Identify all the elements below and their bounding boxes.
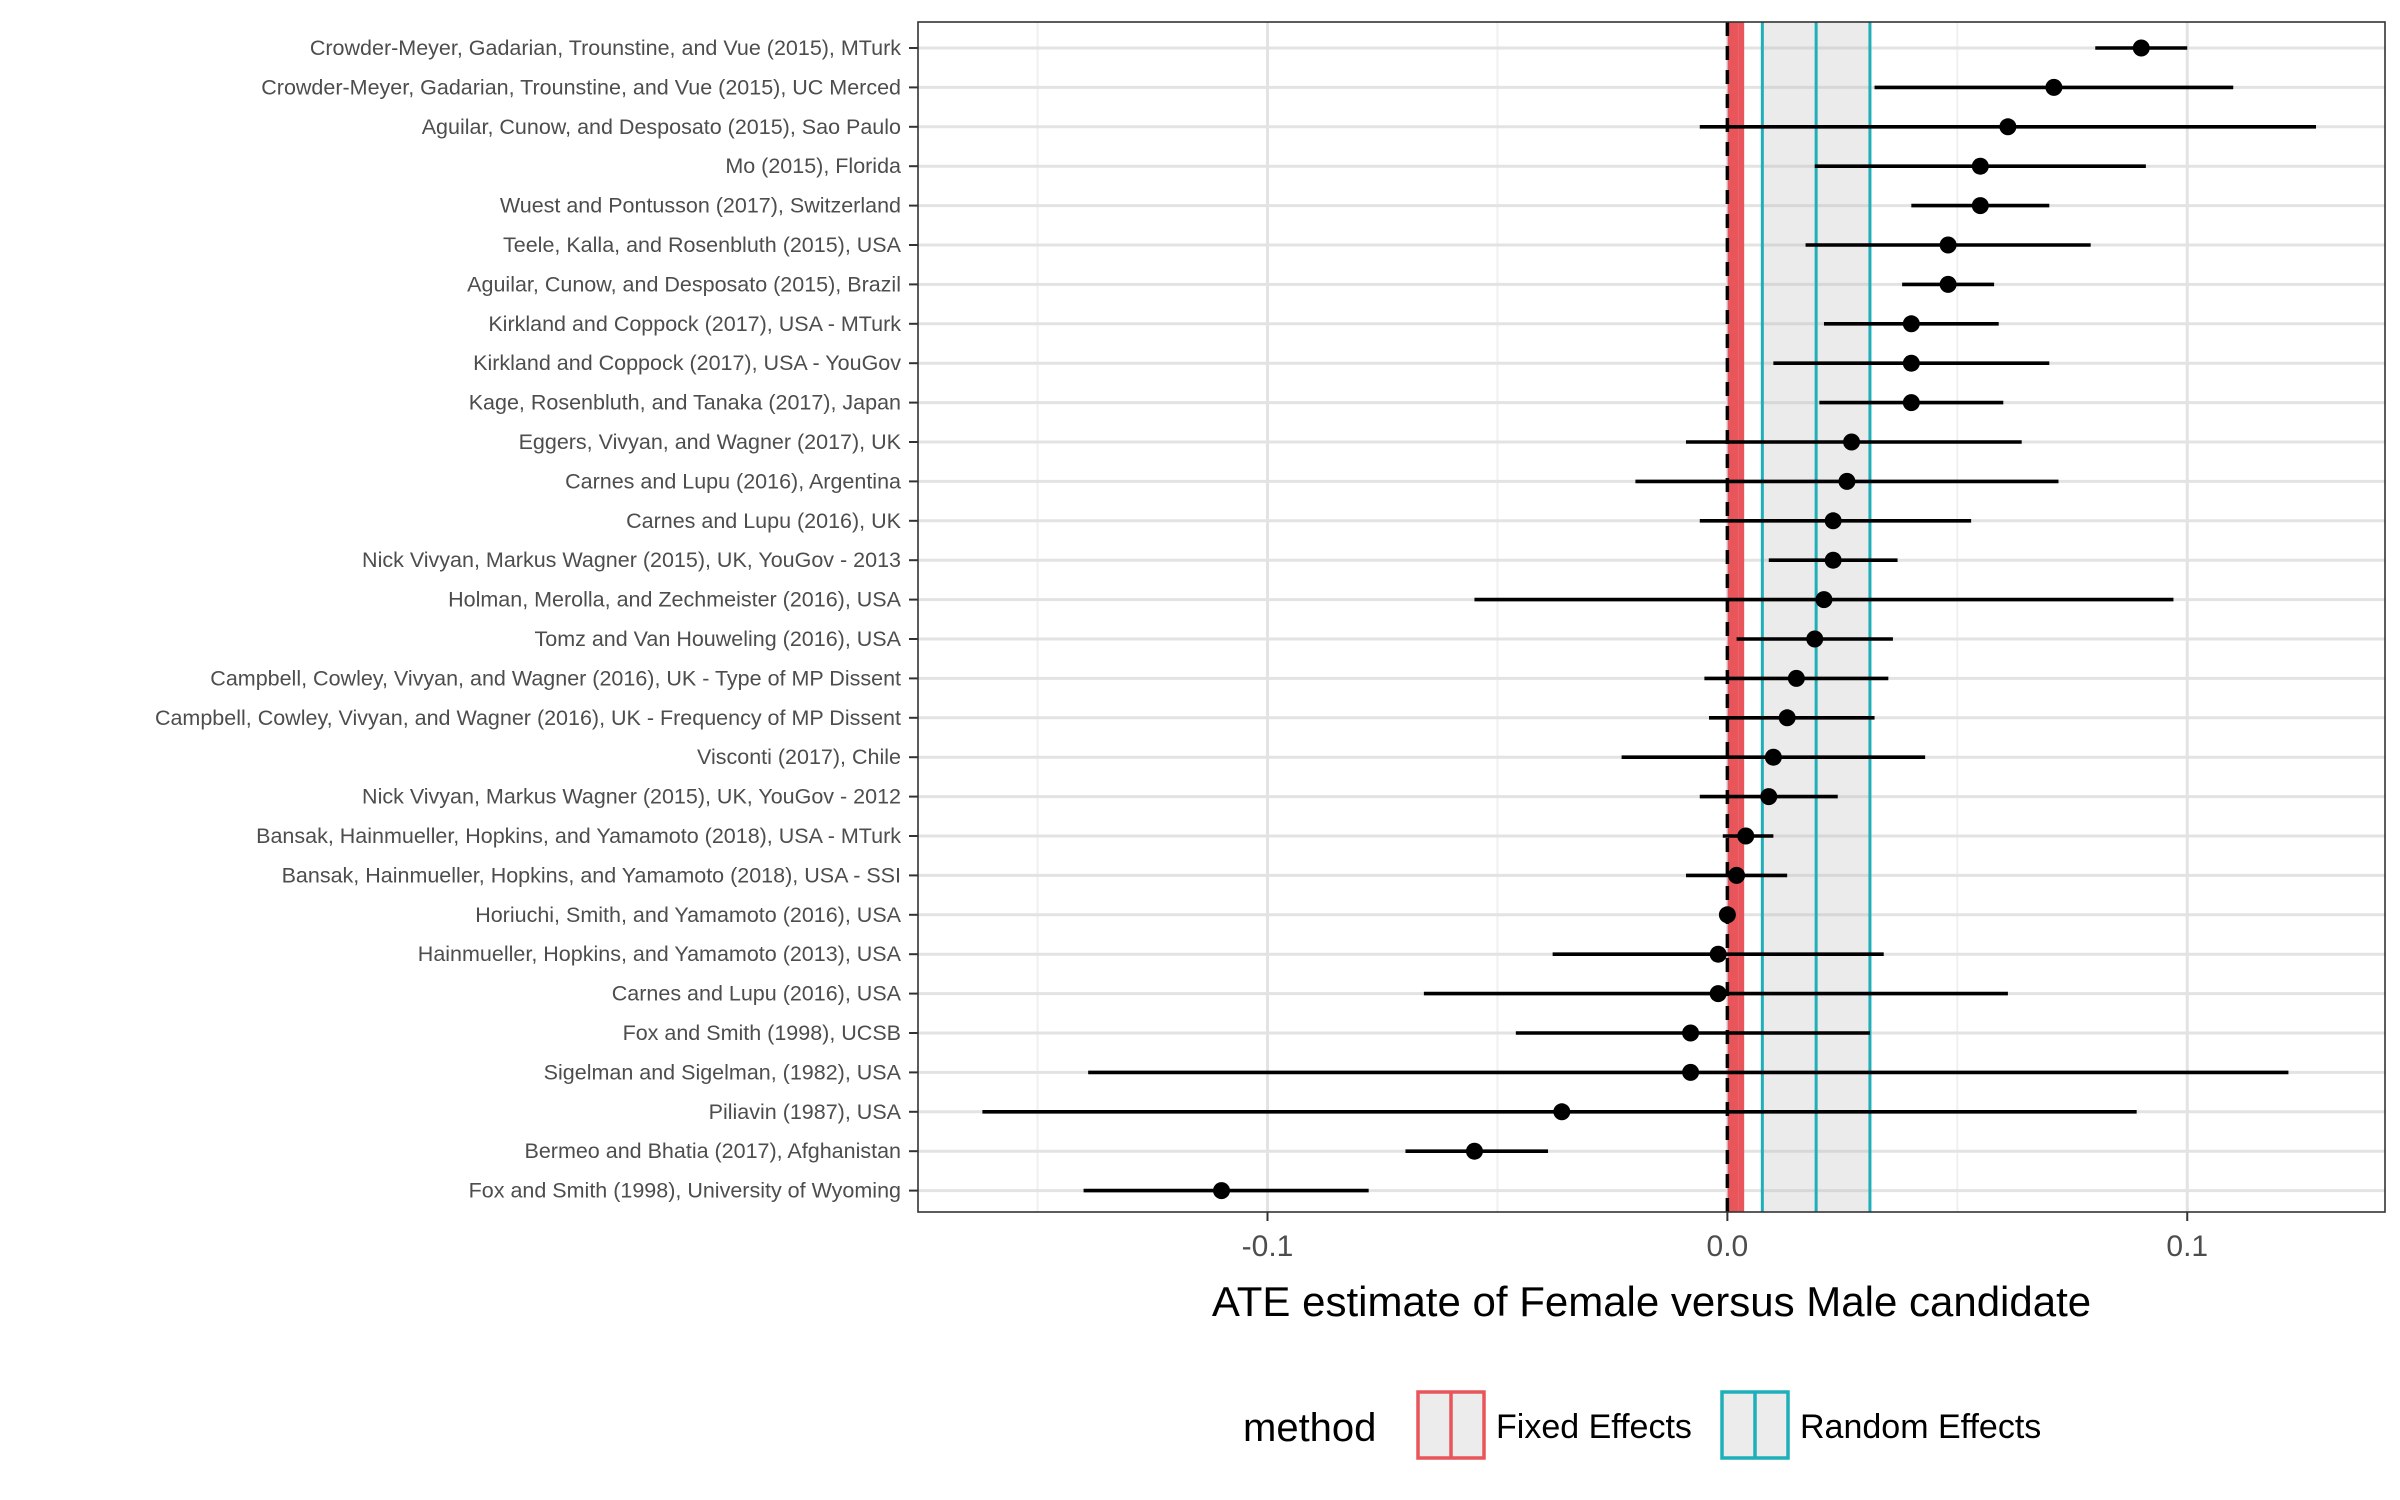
study-label: Aguilar, Cunow, and Desposato (2015), Br… — [467, 272, 901, 296]
study-label: Crowder-Meyer, Gadarian, Trounstine, and… — [310, 36, 901, 60]
study-label: Eggers, Vivyan, and Wagner (2017), UK — [519, 430, 902, 454]
legend-item: Fixed Effects — [1416, 1390, 1692, 1460]
study-label: Kirkland and Coppock (2017), USA - YouGo… — [473, 351, 901, 375]
study-point — [1902, 315, 1920, 333]
study-point — [1824, 512, 1842, 530]
study-label: Horiuchi, Smith, and Yamamoto (2016), US… — [475, 903, 901, 927]
study-point — [1824, 551, 1842, 569]
study-label: Fox and Smith (1998), UCSB — [623, 1021, 901, 1045]
study-label: Visconti (2017), Chile — [697, 745, 901, 769]
study-label: Wuest and Pontusson (2017), Switzerland — [500, 194, 901, 218]
study-point — [1939, 236, 1957, 254]
study-point — [1764, 748, 1782, 766]
x-tick-label: 0.1 — [2166, 1230, 2208, 1263]
study-point — [1709, 985, 1727, 1003]
pooled-estimates-layer — [1725, 22, 1872, 1212]
legend-items: Fixed Effects Random Effects — [1416, 1390, 2041, 1460]
study-label: Nick Vivyan, Markus Wagner (2015), UK, Y… — [362, 785, 901, 809]
study-point — [1737, 827, 1755, 845]
study-label: Carnes and Lupu (2016), UK — [626, 509, 902, 533]
study-point — [1728, 866, 1746, 884]
study-label: Holman, Merolla, and Zechmeister (2016),… — [448, 588, 902, 612]
study-point — [1939, 275, 1957, 293]
study-point — [1843, 433, 1861, 451]
legend: method Fixed Effects Random Effects — [1243, 1390, 2041, 1460]
study-label: Mo (2015), Florida — [725, 154, 901, 178]
study-label: Fox and Smith (1998), University of Wyom… — [469, 1179, 901, 1203]
study-label: Bermeo and Bhatia (2017), Afghanistan — [524, 1139, 901, 1163]
study-point — [1971, 157, 1989, 175]
x-axis-ticks: -0.1 0.0 0.1 — [1242, 1212, 2208, 1263]
study-labels: Crowder-Meyer, Gadarian, Trounstine, and… — [155, 36, 918, 1203]
study-point — [1682, 1024, 1700, 1042]
study-label: Bansak, Hainmueller, Hopkins, and Yamamo… — [282, 863, 901, 887]
study-point — [2045, 78, 2063, 96]
x-tick-label: -0.1 — [1242, 1230, 1294, 1263]
study-point — [1999, 118, 2017, 136]
grid-layer — [918, 22, 2385, 1212]
legend-item: Random Effects — [1720, 1390, 2041, 1460]
study-point — [1213, 1182, 1231, 1200]
x-tick-label: 0.0 — [1707, 1230, 1749, 1263]
study-label: Aguilar, Cunow, and Desposato (2015), Sa… — [422, 115, 901, 139]
study-label: Bansak, Hainmueller, Hopkins, and Yamamo… — [256, 824, 901, 848]
study-estimates-layer — [982, 39, 2317, 1200]
study-label: Crowder-Meyer, Gadarian, Trounstine, and… — [261, 75, 901, 99]
study-label: Piliavin (1987), USA — [709, 1100, 902, 1124]
legend-title: method — [1243, 1406, 1376, 1450]
study-point — [1971, 197, 1989, 215]
study-point — [1778, 709, 1796, 727]
study-point — [1465, 1142, 1483, 1160]
legend-label: Fixed Effects — [1496, 1408, 1692, 1446]
study-point — [1760, 788, 1778, 806]
study-point — [1682, 1063, 1700, 1081]
study-point — [1718, 906, 1736, 924]
legend-label: Random Effects — [1800, 1408, 2041, 1446]
study-label: Kirkland and Coppock (2017), USA - MTurk — [488, 312, 901, 336]
study-label: Kage, Rosenbluth, and Tanaka (2017), Jap… — [469, 391, 901, 415]
study-label: Tomz and Van Houweling (2016), USA — [535, 627, 902, 651]
study-point — [1815, 591, 1833, 609]
study-point — [1806, 630, 1824, 648]
study-label: Carnes and Lupu (2016), Argentina — [565, 469, 901, 493]
study-label: Teele, Kalla, and Rosenbluth (2015), USA — [503, 233, 902, 257]
study-label: Campbell, Cowley, Vivyan, and Wagner (20… — [210, 666, 901, 690]
study-label: Sigelman and Sigelman, (1982), USA — [544, 1060, 902, 1084]
study-point — [2132, 39, 2150, 57]
study-point — [1902, 394, 1920, 412]
study-point — [1902, 354, 1920, 372]
study-label: Hainmueller, Hopkins, and Yamamoto (2013… — [418, 942, 902, 966]
study-label: Campbell, Cowley, Vivyan, and Wagner (20… — [155, 706, 901, 730]
study-point — [1838, 472, 1856, 490]
study-label: Carnes and Lupu (2016), USA — [612, 982, 902, 1006]
panel-border — [917, 21, 2386, 1213]
study-point — [1553, 1103, 1571, 1121]
study-point — [1787, 669, 1805, 687]
study-label: Nick Vivyan, Markus Wagner (2015), UK, Y… — [362, 548, 901, 572]
x-axis-title: ATE estimate of Female versus Male candi… — [1212, 1278, 2091, 1325]
study-point — [1709, 945, 1727, 963]
panel-background — [918, 22, 2385, 1212]
